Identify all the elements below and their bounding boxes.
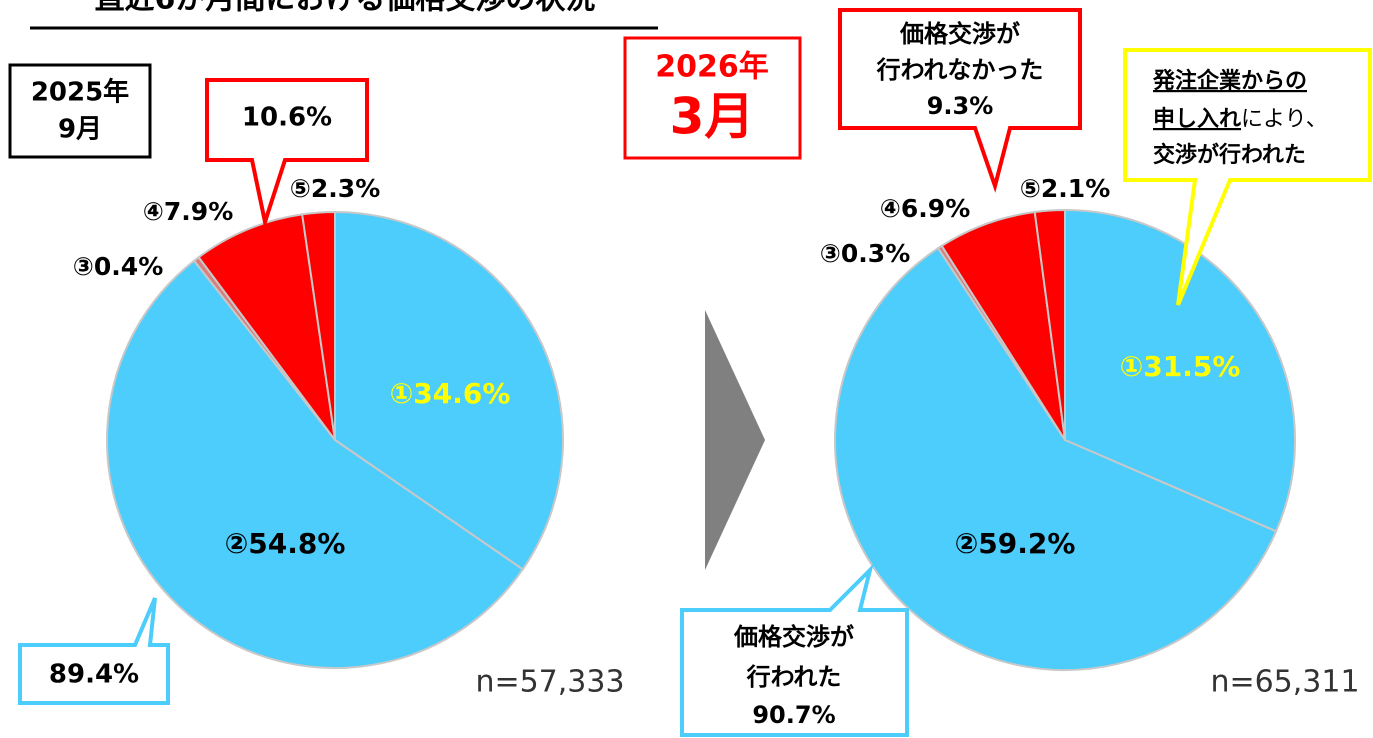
pie-slice <box>301 210 336 441</box>
callout <box>838 8 1082 193</box>
callout-text: 交渉が行われた <box>1153 142 1306 168</box>
pie-slice <box>1033 208 1066 441</box>
period: 2026年 <box>655 50 769 85</box>
data-label: ④7.9% <box>143 197 234 226</box>
data-label: ⑤2.1% <box>1020 174 1111 203</box>
period-box <box>8 63 152 159</box>
callout-text: 9.3% <box>927 92 994 120</box>
pie-slice <box>334 210 564 571</box>
pie-slice <box>106 259 525 669</box>
callout-text: 発注企業からの <box>1152 68 1307 94</box>
callout-text: 90.7% <box>752 701 835 729</box>
callout <box>680 563 909 737</box>
data-label: ②54.8% <box>225 527 346 560</box>
callout-text: により、 <box>1241 107 1328 132</box>
period-box <box>623 36 802 160</box>
callout-text: 10.6% <box>242 103 332 133</box>
pie-slice <box>833 246 1278 671</box>
period: 3月 <box>670 88 755 146</box>
page-title: 直近6か月間における価格交渉の状況 <box>95 0 596 17</box>
period: 9月 <box>58 115 102 145</box>
data-label: ③0.3% <box>820 239 911 268</box>
callout <box>205 78 369 230</box>
data-label: ②59.2% <box>955 527 1076 560</box>
data-label: ④6.9% <box>880 194 971 223</box>
callout-text: 行われなかった <box>876 56 1044 84</box>
callout-text: 行われた <box>746 663 842 691</box>
callout <box>1123 48 1372 306</box>
callout <box>18 597 170 705</box>
pie-slice <box>1064 208 1296 533</box>
pie-slice <box>197 213 336 441</box>
period: 2025年 <box>31 77 129 108</box>
data-label: ③0.4% <box>73 252 164 281</box>
sample-size: n=57,333 <box>475 665 624 700</box>
callout-text: 申し入れにより、 <box>1153 107 1328 132</box>
callout-text: 価格交渉が <box>899 20 1020 48</box>
callout-text: 89.4% <box>49 660 139 690</box>
callout-text: 価格交渉が <box>733 623 854 651</box>
sample-size: n=65,311 <box>1210 665 1359 700</box>
arrow <box>705 310 765 570</box>
data-label: ①31.5% <box>1120 350 1241 383</box>
callout-text: 申し入れ <box>1153 107 1241 132</box>
data-label: ①34.6% <box>390 377 511 410</box>
data-label: ⑤2.3% <box>290 174 381 203</box>
